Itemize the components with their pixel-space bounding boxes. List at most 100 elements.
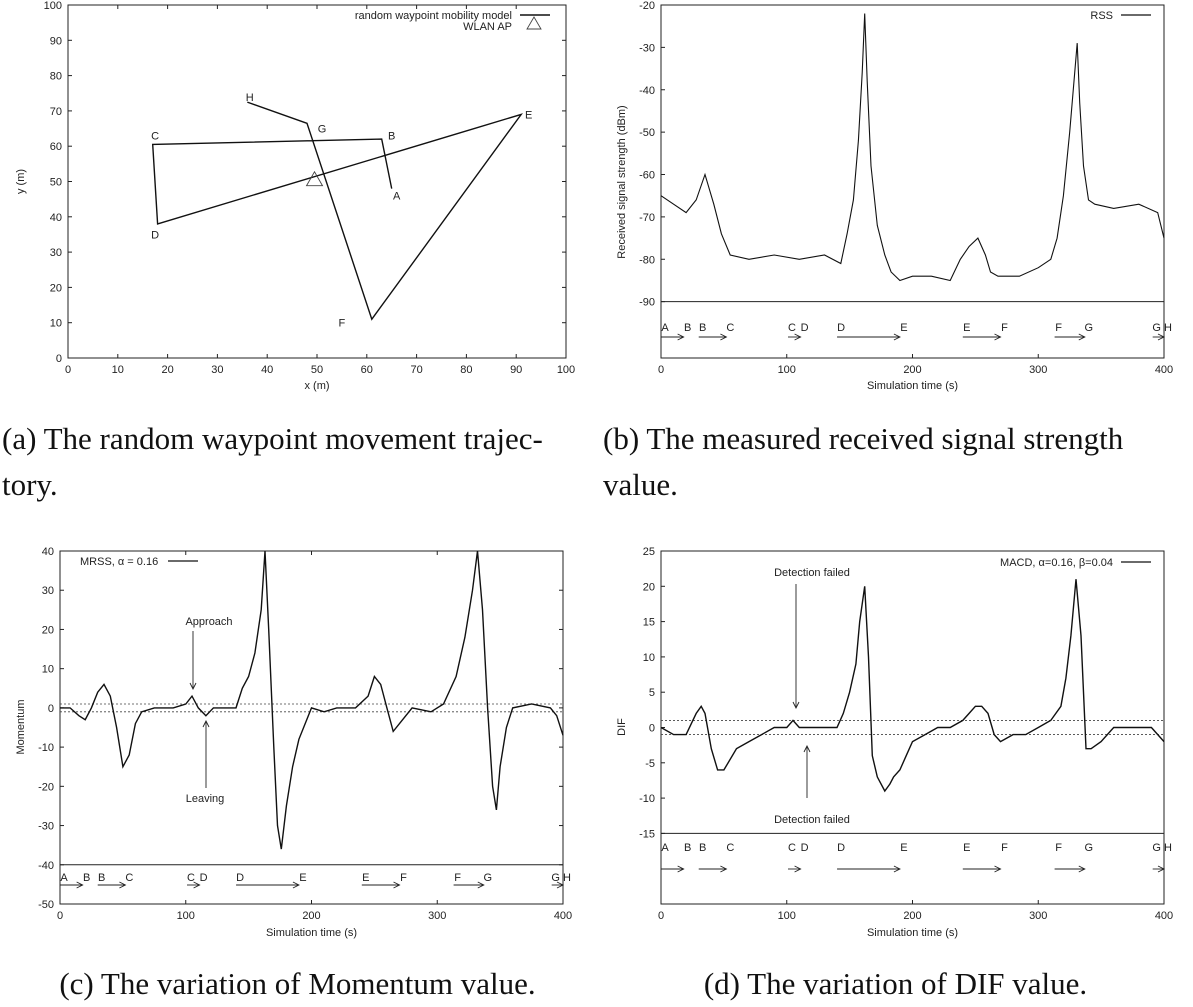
chart-d-ytick-label: 10 — [643, 652, 655, 664]
chart-c-y-axis-label: Momentum — [15, 699, 27, 754]
chart-b-phase-arrow-head — [893, 333, 901, 341]
chart-d-phase-end-label: H — [1164, 842, 1172, 854]
chart-c-ytick-label: -10 — [38, 742, 54, 754]
chart-c-phase-arrow-head — [393, 881, 401, 889]
chart-c-phase-end-label: D — [200, 872, 208, 884]
chart-a-xtick-label: 60 — [361, 364, 373, 376]
chart-c-ytick-label: -20 — [38, 781, 54, 793]
chart-d-ytick-label: -15 — [639, 828, 655, 840]
chart-d-phase-arrow-head — [677, 865, 685, 873]
chart-c-phase-end-label: E — [299, 872, 306, 884]
chart-a-waypoint-label: H — [246, 92, 254, 104]
chart-b-xtick-label: 200 — [903, 364, 921, 376]
chart-c-phase-start-label: G — [551, 872, 560, 884]
chart-c-phase-arrow-head — [477, 881, 485, 889]
chart-d-phase-end-label: G — [1084, 842, 1093, 854]
chart-c-annotation-approach: Approach — [185, 616, 232, 628]
chart-b-ytick-label: -60 — [639, 170, 655, 182]
chart-b-phase-arrow-head — [1157, 333, 1166, 341]
chart-c-ytick-label: 20 — [42, 624, 54, 636]
chart-c-phase-start-label: F — [454, 872, 461, 884]
caption-b-line1: (b) The measured received signal strengt… — [603, 421, 1124, 456]
chart-c-ytick-label: 30 — [42, 585, 54, 597]
chart-c-phase-end-label: F — [400, 872, 407, 884]
chart-c-ytick-label: 0 — [48, 703, 54, 715]
chart-b-ytick-label: -20 — [639, 0, 655, 12]
chart-b-xtick-label: 100 — [778, 364, 796, 376]
chart-b-xtick-label: 0 — [658, 364, 664, 376]
chart-a-xtick-label: 70 — [410, 364, 422, 376]
chart-c-x-axis-label: Simulation time (s) — [266, 927, 357, 939]
chart-c-frame — [59, 550, 564, 905]
chart-c-xtick-label: 200 — [302, 910, 320, 922]
chart-b-phase-start-label: E — [963, 322, 970, 334]
chart-d-phase-arrow-head — [893, 865, 901, 873]
chart-d-y-axis-label: DIF — [616, 718, 628, 736]
chart-a-legend-ap-marker — [526, 16, 542, 30]
chart-c-phase-arrow-head — [119, 881, 127, 889]
chart-a-ytick-label: 30 — [50, 247, 62, 259]
chart-a-legend-ap-label: WLAN AP — [463, 21, 512, 33]
chart-c-ytick-label: 40 — [42, 546, 54, 558]
chart-c-phase-arrow-head — [193, 881, 201, 889]
caption-a-line2: tory. — [2, 467, 58, 502]
caption-a-line1: (a) The random waypoint movement trajec- — [2, 421, 543, 456]
chart-b-ytick-label: -40 — [639, 85, 655, 97]
chart-c-annotation-leaving: Leaving — [186, 793, 225, 805]
chart-d-phase-end-label: E — [900, 842, 907, 854]
chart-c-xtick-label: 400 — [554, 910, 572, 922]
chart-a-ytick-label: 70 — [50, 106, 62, 118]
chart-b-phase-end-label: H — [1164, 322, 1172, 334]
chart-a-xtick-label: 30 — [211, 364, 223, 376]
chart-d-xtick-label: 400 — [1155, 910, 1173, 922]
chart-b-phase-end-label: E — [900, 322, 907, 334]
chart-a-waypoint-label: F — [339, 318, 346, 330]
chart-a-ytick-label: 100 — [44, 0, 62, 12]
chart-b-ytick-label: -30 — [639, 42, 655, 54]
chart-c-momentum-line — [60, 550, 564, 850]
chart-b-rss-line — [660, 13, 1165, 282]
chart-a-ytick-label: 80 — [50, 71, 62, 83]
chart-b-xtick-label: 300 — [1029, 364, 1047, 376]
chart-b-phase-start-label: D — [837, 322, 845, 334]
chart-c-phase-arrow-head — [76, 881, 84, 889]
chart-c-ytick-label: -50 — [38, 899, 54, 911]
chart-d-phase-start-label: D — [837, 842, 845, 854]
chart-a-xtick-label: 40 — [261, 364, 273, 376]
chart-d-x-axis-label: Simulation time (s) — [867, 927, 958, 939]
chart-d-phase-start-label: E — [963, 842, 970, 854]
caption-c: (c) The variation of Momentum value. — [59, 966, 536, 1001]
chart-b-phase-arrow-head — [1078, 333, 1086, 341]
chart-b-legend-label: RSS — [1090, 10, 1113, 22]
chart-c-phase-start-label: D — [236, 872, 244, 884]
chart-a-ytick-label: 50 — [50, 177, 62, 189]
chart-d-phase-start-label: A — [661, 842, 669, 854]
chart-d-annotation-bottom: Detection failed — [774, 814, 850, 826]
chart-b-frame — [660, 4, 1165, 359]
chart-a-ytick-label: 10 — [50, 318, 62, 330]
chart-c-approach-arrow-head — [189, 682, 197, 691]
chart-d-dif-line — [660, 579, 1165, 793]
chart-a-ytick-label: 60 — [50, 141, 62, 153]
chart-a-ytick-label: 20 — [50, 282, 62, 294]
chart-a-waypoint-label: E — [525, 109, 532, 121]
chart-a-ytick-label: 0 — [56, 353, 62, 365]
chart-b-phase-start-label: G — [1152, 322, 1161, 334]
chart-b-phase-start-label: C — [788, 322, 796, 334]
caption-d: (d) The variation of DIF value. — [703, 966, 1088, 1001]
chart-c-legend-label: MRSS, α = 0.16 — [80, 556, 158, 568]
chart-d-phase-arrow-head — [994, 865, 1002, 873]
chart-b-phase-arrow-head — [794, 333, 802, 341]
chart-b-x-axis-label: Simulation time (s) — [867, 380, 958, 392]
chart-c-phase-end-label: H — [563, 872, 571, 884]
chart-a-ap-marker — [305, 170, 324, 187]
chart-d-top-arrow-head — [792, 701, 800, 710]
chart-d-annotation-top: Detection failed — [774, 567, 850, 579]
chart-d-ytick-label: -5 — [645, 758, 655, 770]
chart-a-trajectory-line — [151, 101, 523, 321]
chart-b-ytick-label: -90 — [639, 297, 655, 309]
chart-d-phase-arrow-head — [794, 865, 802, 873]
chart-d-phase-arrow-head — [720, 865, 728, 873]
chart-b-phase-end-label: B — [684, 322, 691, 334]
